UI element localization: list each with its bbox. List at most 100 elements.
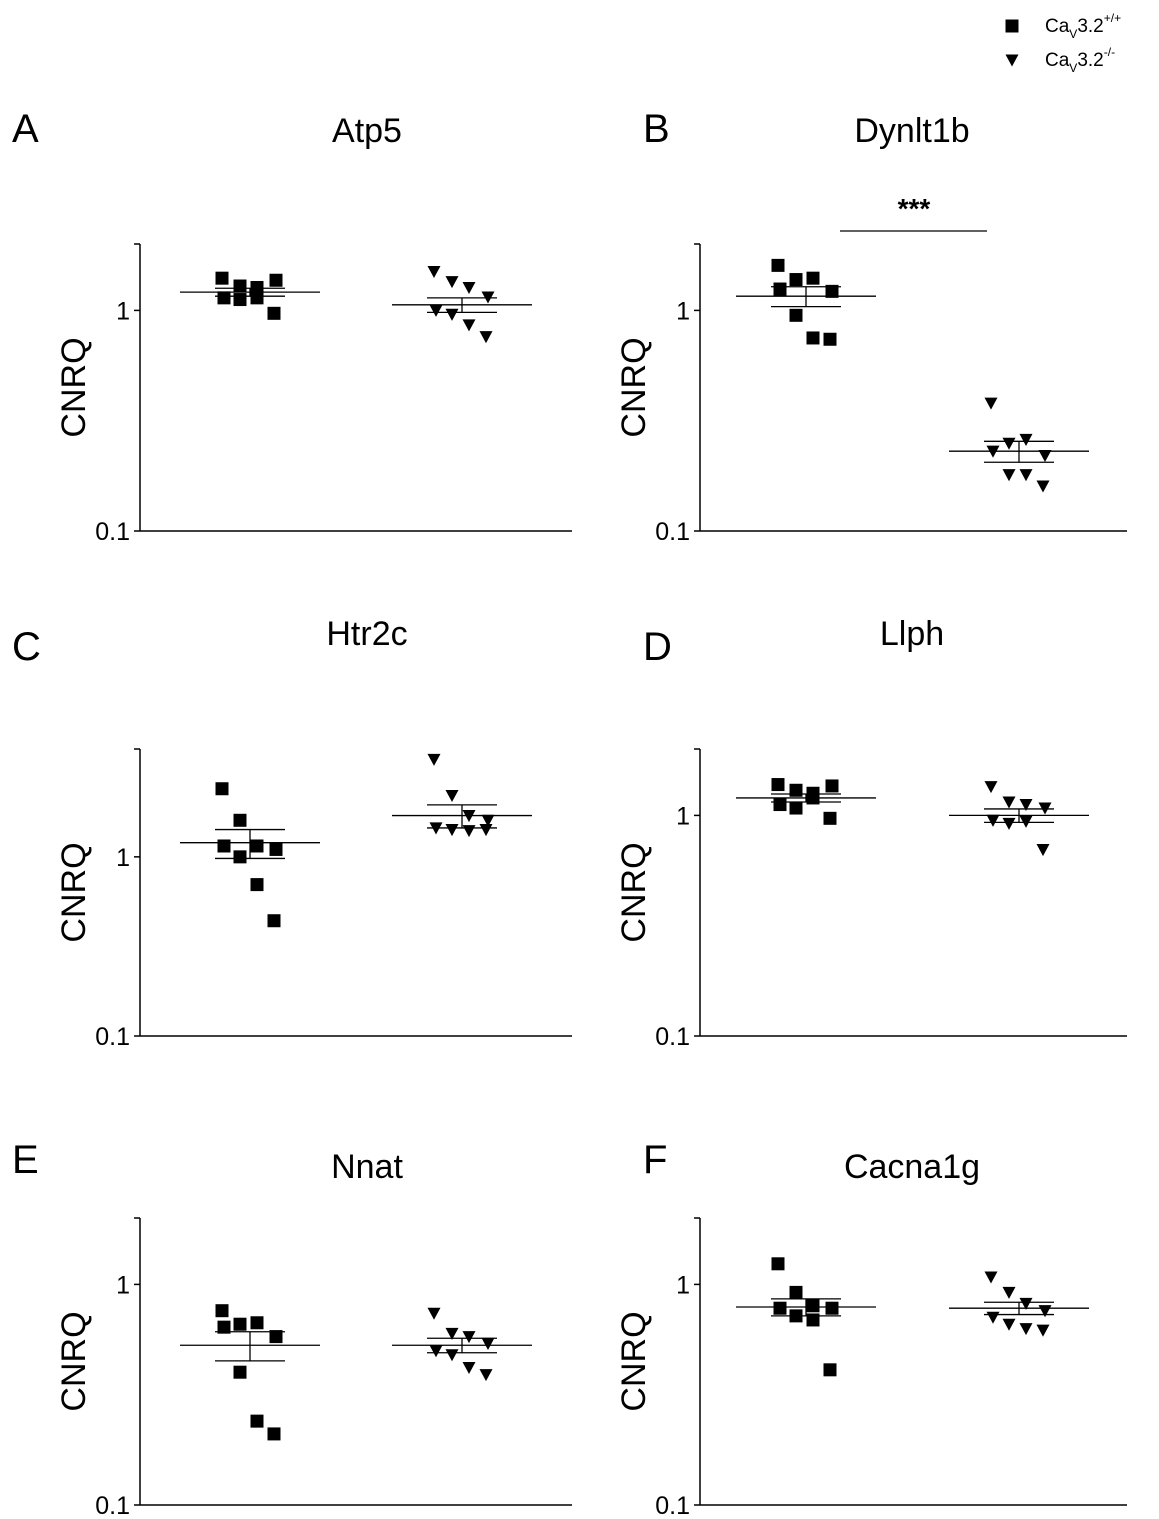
y-tick-label: 1 [116, 297, 130, 325]
data-point-square [217, 839, 231, 853]
data-point-triangle-down [984, 1271, 998, 1284]
data-point-triangle-down [1019, 433, 1033, 446]
data-point-square [823, 1363, 837, 1377]
data-point-square [217, 291, 231, 305]
legend-label-2: CaV3.2-/- [1045, 45, 1115, 75]
data-point-triangle-down [429, 1345, 443, 1358]
y-tick-label: 1 [116, 1271, 130, 1299]
panel-D: D Llph CNRQ 0.1 1 [615, 615, 1127, 1051]
y-tick-label: 0.1 [655, 518, 690, 546]
data-point-triangle-down [1002, 469, 1016, 482]
data-point-square [789, 801, 803, 815]
data-point-triangle-down [1002, 1286, 1016, 1299]
panel-E: E Nnat CNRQ 0.1 1 [12, 1138, 572, 1519]
data-point-triangle-down [445, 824, 459, 837]
data-point-square [267, 1427, 281, 1441]
data-point-triangle-down [427, 1307, 441, 1320]
data-point-square [233, 293, 247, 307]
y-axis-label: CNRQ [55, 1311, 93, 1411]
legend-marker-triangle-down [1005, 54, 1019, 67]
gene-title: Llph [880, 615, 944, 653]
data-point-triangle-down [1036, 844, 1050, 857]
data-point-square [215, 782, 229, 796]
data-point-triangle-down [984, 781, 998, 794]
panels: A Atp5 CNRQ 0.1 1 B Dynlt1b CNRQ 0.1 1 *** C Htr2c CN… [12, 107, 1127, 1519]
data-point-triangle-down [462, 1361, 476, 1375]
data-point-triangle-down [429, 304, 443, 317]
y-tick-label: 1 [676, 1271, 690, 1299]
data-point-triangle-down [427, 753, 441, 766]
data-point-square [250, 281, 264, 295]
data-point-triangle-down [1019, 799, 1033, 812]
panel-F: F Cacna1g CNRQ 0.1 1 [615, 1138, 1127, 1519]
data-point-square [825, 284, 839, 298]
data-point-square [269, 1330, 283, 1344]
legend: CaV3.2+/+ CaV3.2-/- [1005, 11, 1121, 75]
data-point-square [789, 1285, 803, 1299]
data-point-square [269, 842, 283, 856]
gene-title: Nnat [331, 1148, 403, 1186]
data-point-triangle-down [1036, 1324, 1050, 1337]
data-point-triangle-down [445, 1349, 459, 1362]
data-point-square [825, 779, 839, 793]
data-point-square [250, 1316, 264, 1330]
data-point-triangle-down [1036, 480, 1050, 493]
panel-letter: A [12, 107, 39, 151]
data-point-triangle-down [1038, 449, 1052, 462]
data-point-triangle-down [481, 1337, 495, 1350]
y-tick-label: 0.1 [655, 1492, 690, 1519]
data-point-square [215, 271, 229, 285]
data-point-square [771, 1257, 785, 1271]
data-point-square [806, 1299, 820, 1313]
data-point-square [825, 1301, 839, 1315]
data-point-triangle-down [479, 331, 493, 344]
panel-letter: D [643, 625, 672, 669]
data-point-square [217, 1320, 231, 1334]
data-point-triangle-down [1002, 1318, 1016, 1331]
y-axis-label: CNRQ [615, 1311, 653, 1411]
y-axis-label: CNRQ [615, 842, 653, 942]
data-point-triangle-down [462, 1331, 476, 1344]
data-point-square [806, 1313, 820, 1327]
panel-letter: B [643, 107, 670, 151]
data-point-square [771, 778, 785, 792]
data-point-square [250, 878, 264, 892]
data-point-square [789, 273, 803, 287]
data-point-triangle-down [479, 1369, 493, 1382]
data-point-triangle-down [986, 1311, 1000, 1324]
data-point-triangle-down [1002, 796, 1016, 809]
data-point-square [771, 258, 785, 272]
data-point-square [789, 308, 803, 322]
y-tick-label: 0.1 [95, 1023, 130, 1051]
y-axis-label: CNRQ [615, 337, 653, 437]
data-point-triangle-down [445, 789, 459, 803]
y-tick-label: 0.1 [655, 1023, 690, 1051]
data-point-square [233, 850, 247, 864]
data-point-triangle-down [462, 319, 476, 332]
data-point-square [773, 798, 787, 812]
data-point-square [269, 273, 283, 287]
gene-title: Dynlt1b [854, 112, 969, 150]
data-point-triangle-down [1038, 1305, 1052, 1318]
gene-title: Cacna1g [844, 1148, 980, 1186]
significance-label: *** [898, 193, 931, 224]
data-point-triangle-down [462, 825, 476, 838]
data-point-square [250, 291, 264, 305]
panel-letter: F [643, 1138, 667, 1182]
data-point-square [250, 839, 264, 853]
data-point-square [806, 331, 820, 345]
data-point-triangle-down [481, 814, 495, 827]
y-axis-label: CNRQ [55, 842, 93, 942]
data-point-triangle-down [1019, 469, 1033, 482]
data-point-square [233, 1317, 247, 1331]
gene-title: Atp5 [332, 112, 402, 150]
data-point-square [267, 914, 281, 928]
panel-B: B Dynlt1b CNRQ 0.1 1 *** [615, 107, 1127, 546]
data-point-square [233, 1365, 247, 1379]
legend-marker-square [1005, 19, 1019, 33]
panel-A: A Atp5 CNRQ 0.1 1 [12, 107, 572, 546]
data-point-square [789, 783, 803, 797]
data-point-square [806, 271, 820, 285]
legend-label-1: CaV3.2+/+ [1045, 11, 1121, 41]
